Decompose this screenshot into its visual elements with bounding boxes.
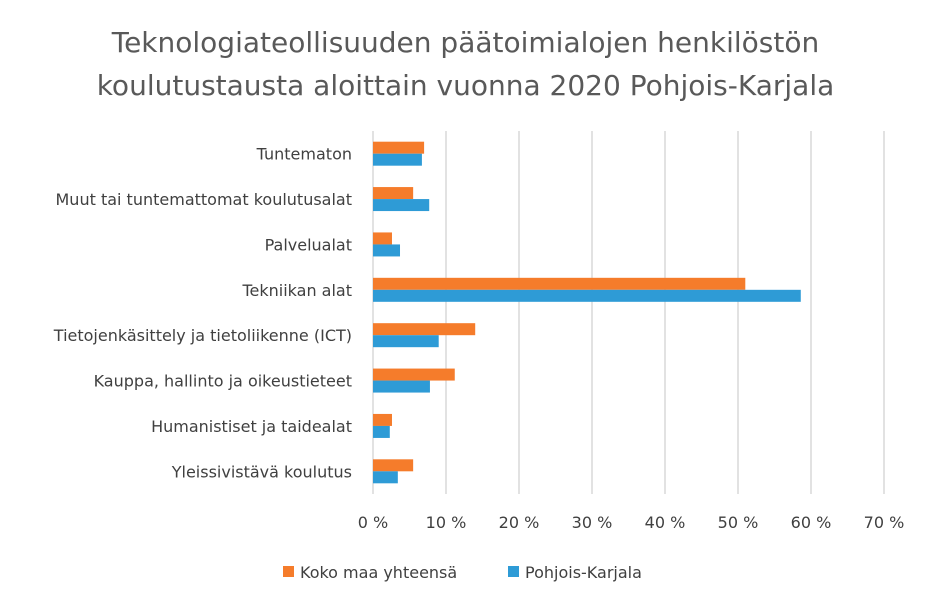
category-labels: Tuntematon Muut tai tuntemattomat koulutu… bbox=[53, 145, 352, 482]
legend-label-1: Pohjois-Karjala bbox=[525, 563, 642, 582]
category-label-4: Tietojenkäsittely ja tietoliikenne (ICT) bbox=[53, 326, 352, 345]
bar-koko-maa-6 bbox=[373, 413, 392, 426]
bar-koko-maa-7 bbox=[373, 459, 414, 472]
bar-pohjois-karjala-3 bbox=[373, 289, 801, 302]
bar-pohjois-karjala-6 bbox=[373, 425, 390, 438]
x-tick-label-0: 0 % bbox=[358, 513, 388, 532]
chart-title: Teknologiateollisuuden päätoimialojen he… bbox=[97, 26, 835, 102]
bar-koko-maa-4 bbox=[373, 323, 476, 336]
bar-pohjois-karjala-1 bbox=[373, 199, 430, 212]
x-axis-tick-labels: 0 % 10 % 20 % 30 % 40 % 50 % 60 % 70 % bbox=[358, 513, 905, 532]
bar-pohjois-karjala-4 bbox=[373, 335, 439, 348]
x-tick-label-7: 70 % bbox=[864, 513, 905, 532]
x-tick-label-6: 60 % bbox=[791, 513, 832, 532]
bar-pohjois-karjala-7 bbox=[373, 471, 398, 484]
bar-koko-maa-2 bbox=[373, 232, 392, 245]
category-label-2: Palvelualat bbox=[265, 235, 352, 254]
category-label-5: Kauppa, hallinto ja oikeustieteet bbox=[94, 372, 352, 391]
bar-pohjois-karjala-0 bbox=[373, 153, 422, 166]
x-tick-label-4: 40 % bbox=[645, 513, 686, 532]
gridlines bbox=[372, 131, 885, 494]
chart-title-line-2: koulutustausta aloittain vuonna 2020 Poh… bbox=[97, 69, 835, 102]
bar-koko-maa-0 bbox=[373, 141, 425, 154]
bar-pohjois-karjala-5 bbox=[373, 380, 430, 393]
bar-koko-maa-3 bbox=[373, 277, 746, 290]
x-tick-label-5: 50 % bbox=[718, 513, 759, 532]
category-label-6: Humanistiset ja taidealat bbox=[151, 417, 352, 436]
bar-koko-maa-1 bbox=[373, 187, 414, 200]
chart-title-line-1: Teknologiateollisuuden päätoimialojen he… bbox=[111, 26, 820, 59]
x-tick-label-1: 10 % bbox=[426, 513, 467, 532]
category-label-7: Yleissivistävä koulutus bbox=[171, 462, 352, 481]
legend-label-0: Koko maa yhteensä bbox=[300, 563, 457, 582]
x-tick-label-2: 20 % bbox=[499, 513, 540, 532]
bar-pohjois-karjala-2 bbox=[373, 244, 401, 257]
category-label-0: Tuntematon bbox=[256, 145, 352, 164]
bar-koko-maa-5 bbox=[373, 368, 455, 381]
legend-swatch-0 bbox=[283, 566, 294, 577]
category-label-3: Tekniikan alat bbox=[241, 281, 352, 300]
bars bbox=[373, 141, 801, 484]
category-label-1: Muut tai tuntemattomat koulutusalat bbox=[56, 190, 353, 209]
legend: Koko maa yhteensä Pohjois-Karjala bbox=[283, 563, 642, 582]
x-tick-label-3: 30 % bbox=[572, 513, 613, 532]
legend-swatch-1 bbox=[508, 566, 519, 577]
